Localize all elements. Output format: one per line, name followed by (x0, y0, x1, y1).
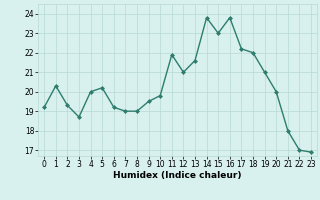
X-axis label: Humidex (Indice chaleur): Humidex (Indice chaleur) (113, 171, 242, 180)
